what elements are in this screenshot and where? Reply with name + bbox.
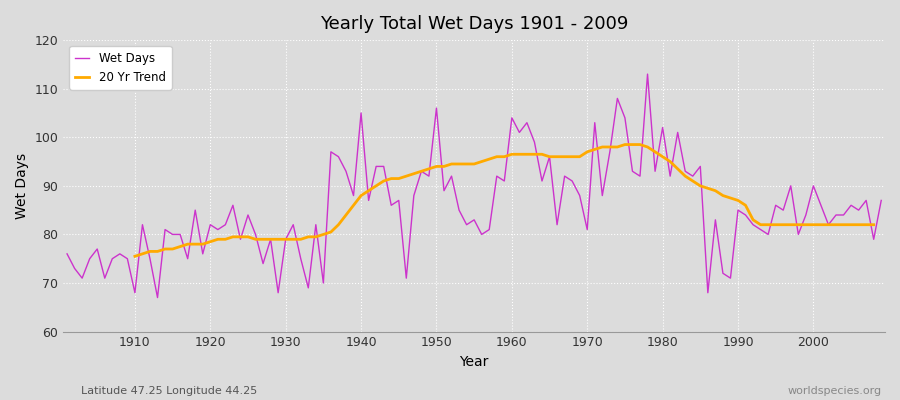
Text: Latitude 47.25 Longitude 44.25: Latitude 47.25 Longitude 44.25 <box>81 386 257 396</box>
Wet Days <box>514 130 525 135</box>
20 Yr Trend <box>130 254 140 259</box>
20 Yr Trend <box>717 193 728 198</box>
Wet Days <box>642 72 652 76</box>
Line: Wet Days: Wet Days <box>68 74 881 298</box>
20 Yr Trend <box>303 234 314 239</box>
20 Yr Trend <box>326 230 337 234</box>
Wet Days <box>295 256 306 261</box>
Wet Days <box>62 252 73 256</box>
20 Yr Trend <box>868 222 879 227</box>
Wet Days <box>122 256 133 261</box>
20 Yr Trend <box>521 152 532 157</box>
Text: worldspecies.org: worldspecies.org <box>788 386 882 396</box>
Wet Days <box>152 295 163 300</box>
20 Yr Trend <box>499 154 509 159</box>
Title: Yearly Total Wet Days 1901 - 2009: Yearly Total Wet Days 1901 - 2009 <box>320 15 628 33</box>
Wet Days <box>876 198 886 203</box>
X-axis label: Year: Year <box>460 355 489 369</box>
Wet Days <box>507 116 517 120</box>
Wet Days <box>605 150 616 154</box>
20 Yr Trend <box>619 142 630 147</box>
Line: 20 Yr Trend: 20 Yr Trend <box>135 144 874 256</box>
20 Yr Trend <box>356 193 366 198</box>
Wet Days <box>340 169 351 174</box>
Legend: Wet Days, 20 Yr Trend: Wet Days, 20 Yr Trend <box>69 46 172 90</box>
Y-axis label: Wet Days: Wet Days <box>15 153 29 219</box>
